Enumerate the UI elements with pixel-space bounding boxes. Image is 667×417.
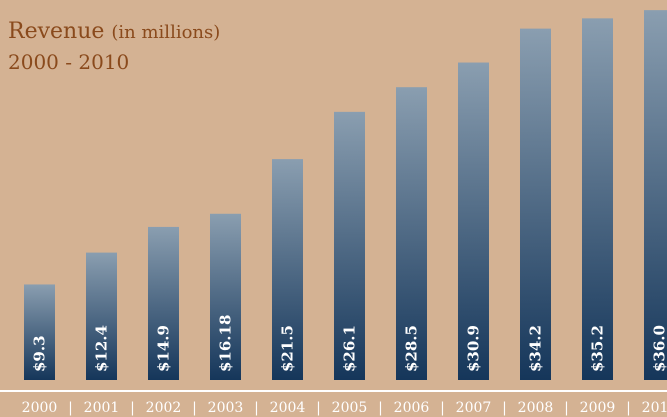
x-tick-separator: | <box>254 400 259 416</box>
chart-title: Revenue (in millions) <box>8 18 220 47</box>
bar-value-label-2009: $35.2 <box>589 325 607 372</box>
bar-value-label-2005: $26.1 <box>341 325 359 372</box>
x-tick-label-2004: 2004 <box>270 400 306 416</box>
bar-2001 <box>86 252 117 380</box>
x-tick-label-2010: 2010 <box>642 400 667 416</box>
bar-2000 <box>24 284 55 380</box>
x-tick-label-2009: 2009 <box>580 400 616 416</box>
x-tick-separator: | <box>316 400 321 416</box>
x-tick-separator: | <box>440 400 445 416</box>
bar-value-label-2002: $14.9 <box>155 325 173 372</box>
bar-2003 <box>210 213 241 380</box>
bar-value-label-2010: $36.0 <box>651 325 667 372</box>
bar-value-label-2008: $34.2 <box>527 325 545 372</box>
x-tick-label-2002: 2002 <box>146 400 182 416</box>
bar-value-label-2003: $16.18 <box>217 315 235 372</box>
bar-2010 <box>644 10 667 380</box>
x-tick-label-2005: 2005 <box>332 400 368 416</box>
chart-subtitle: 2000 - 2010 <box>8 50 130 74</box>
x-tick-label-2007: 2007 <box>456 400 492 416</box>
bar-2006 <box>396 87 427 381</box>
bar-2009 <box>582 18 613 380</box>
bars-layer: $9.3 $12.4 $14.9 $16.18 $21.5 $26.1 $28.5 $30.9… <box>24 10 667 381</box>
chart-title-block: Revenue (in millions) 2000 - 2010 <box>8 18 220 77</box>
bar-2002 <box>148 226 179 380</box>
x-axis-labels: 2000 | 2001 | 2002 | 2003 | 2004 | 2005 | 2006 | 2007 |… <box>22 400 667 416</box>
bar-value-label-2001: $12.4 <box>93 325 111 372</box>
x-tick-separator: | <box>130 400 135 416</box>
x-tick-separator: | <box>502 400 507 416</box>
bar-2007 <box>458 62 489 381</box>
bar-value-label-2004: $21.5 <box>279 325 297 372</box>
bar-2005 <box>334 111 365 381</box>
bar-2004 <box>272 159 303 380</box>
chart-title-note: (in millions) <box>111 22 221 43</box>
x-tick-label-2000: 2000 <box>22 400 58 416</box>
bar-value-label-2007: $30.9 <box>465 325 483 372</box>
x-tick-label-2008: 2008 <box>518 400 554 416</box>
x-tick-separator: | <box>626 400 631 416</box>
x-tick-label-2006: 2006 <box>394 400 430 416</box>
x-tick-label-2001: 2001 <box>84 400 120 416</box>
x-tick-separator: | <box>378 400 383 416</box>
x-tick-separator: | <box>68 400 73 416</box>
bar-value-label-2006: $28.5 <box>403 325 421 372</box>
x-tick-separator: | <box>192 400 197 416</box>
x-tick-separator: | <box>564 400 569 416</box>
x-tick-label-2003: 2003 <box>208 400 244 416</box>
bar-2008 <box>520 28 551 381</box>
chart-title-main: Revenue <box>8 19 105 44</box>
bar-value-label-2000: $9.3 <box>31 335 49 372</box>
